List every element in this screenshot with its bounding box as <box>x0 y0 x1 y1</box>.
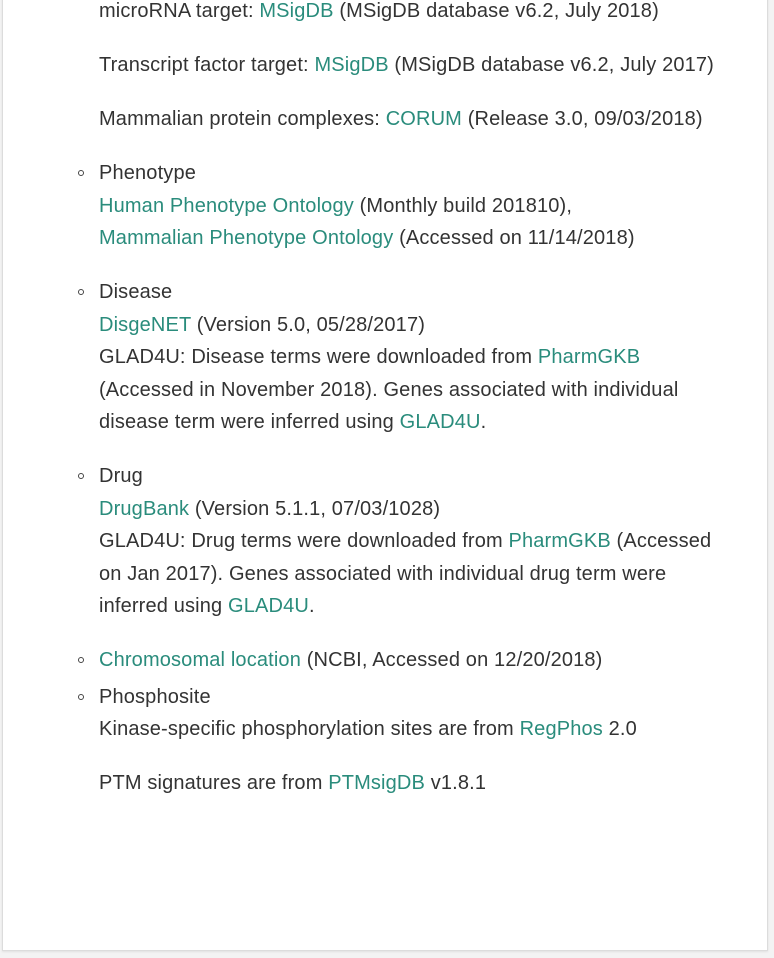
bullet-marker <box>78 657 84 663</box>
disgenet-link[interactable]: DisgeNET <box>99 313 191 336</box>
ptmsigdb-version: v1.8.1 <box>425 772 487 794</box>
ptmsigdb-entry: PTM signatures are from PTMsigDB v1.8.1 <box>99 767 719 800</box>
ptmsigdb-link[interactable]: PTMsigDB <box>328 772 426 794</box>
phenotype-sources: Human Phenotype Ontology (Monthly build … <box>99 190 719 255</box>
regphos-entry: Kinase-specific phosphorylation sites ar… <box>99 713 719 746</box>
hpo-version: (Monthly build 201810), <box>353 194 573 217</box>
period: . <box>308 595 315 617</box>
protein-complex-entry: Mammalian protein complexes: CORUM (Rele… <box>99 103 719 136</box>
drug-item: Drug DrugBank (Version 5.1.1, 07/03/1028… <box>78 460 719 623</box>
chromosomal-item: Chromosomal location (NCBI, Accessed on … <box>78 644 719 677</box>
regphos-version: 2.0 <box>602 718 637 740</box>
msigdb-mirna-link[interactable]: MSigDB <box>259 0 334 22</box>
drug-glad-prefix: GLAD4U: Drug terms were downloaded from <box>99 530 509 552</box>
phenotype-title: Phenotype <box>99 162 196 184</box>
chromosomal-location-link[interactable]: Chromosomal location <box>99 649 301 671</box>
phenotype-item: Phenotype Human Phenotype Ontology (Mont… <box>78 157 719 255</box>
drug-glad-text: (Accessed on Jan 2017). Genes associated… <box>99 530 712 617</box>
disease-item: Disease DisgeNET (Version 5.0, 05/28/201… <box>78 276 719 439</box>
mirna-label: microRNA target: <box>99 0 260 22</box>
disease-glad-text: (Accessed in November 2018). Genes assoc… <box>99 378 679 434</box>
phosphosite-item: Phosphosite Kinase-specific phosphorylat… <box>78 681 719 800</box>
disgenet-version: (Version 5.0, 05/28/2017) <box>190 313 426 336</box>
complex-label: Mammalian protein complexes: <box>99 108 386 130</box>
chromosomal-entry: Chromosomal location (NCBI, Accessed on … <box>99 644 719 677</box>
pharmgkb-drug-link[interactable]: PharmGKB <box>508 530 611 552</box>
drug-title: Drug <box>99 465 143 487</box>
mpo-link[interactable]: Mammalian Phenotype Ontology <box>99 227 394 249</box>
disease-title: Disease <box>99 281 173 303</box>
tf-label: Transcript factor target: <box>99 54 315 76</box>
tf-version: (MSigDB database v6.2, July 2017) <box>388 54 714 76</box>
chromosomal-version: (NCBI, Accessed on 12/20/2018) <box>300 649 603 671</box>
disease-glad4u-entry: GLAD4U: Disease terms were downloaded fr… <box>99 341 719 439</box>
corum-link[interactable]: CORUM <box>385 108 462 130</box>
mpo-version: (Accessed on 11/14/2018) <box>393 227 635 249</box>
regphos-link[interactable]: RegPhos <box>519 718 603 740</box>
glad4u-disease-link[interactable]: GLAD4U <box>399 411 481 433</box>
database-list: microRNA target: MSigDB (MSigDB database… <box>78 0 719 800</box>
drugbank-entry: DrugBank (Version 5.1.1, 07/03/1028) <box>99 493 719 526</box>
ptm-label: PTM signatures are from <box>99 772 329 794</box>
bullet-marker <box>78 170 84 176</box>
msigdb-tf-link[interactable]: MSigDB <box>314 54 389 76</box>
bullet-marker <box>78 289 84 295</box>
bullet-marker <box>78 473 84 479</box>
phosphosite-title: Phosphosite <box>99 685 211 708</box>
glad4u-drug-link[interactable]: GLAD4U <box>228 595 309 617</box>
complex-version: (Release 3.0, 09/03/2018) <box>461 108 703 130</box>
mirna-target-entry: microRNA target: MSigDB (MSigDB database… <box>99 0 719 28</box>
hpo-link[interactable]: Human Phenotype Ontology <box>99 194 354 217</box>
disgenet-entry: DisgeNET (Version 5.0, 05/28/2017) <box>99 309 719 342</box>
bullet-marker <box>78 693 84 700</box>
drugbank-version: (Version 5.1.1, 07/03/1028) <box>189 497 441 520</box>
tf-target-entry: Transcript factor target: MSigDB (MSigDB… <box>99 49 719 82</box>
period: . <box>480 411 487 433</box>
mirna-version: (MSigDB database v6.2, July 2018) <box>333 0 659 22</box>
drugbank-link[interactable]: DrugBank <box>99 497 190 520</box>
drug-glad4u-entry: GLAD4U: Drug terms were downloaded from … <box>99 525 719 623</box>
kinase-label: Kinase-specific phosphorylation sites ar… <box>99 718 520 740</box>
disease-glad-prefix: GLAD4U: Disease terms were downloaded fr… <box>99 346 538 368</box>
pharmgkb-disease-link[interactable]: PharmGKB <box>537 346 641 368</box>
